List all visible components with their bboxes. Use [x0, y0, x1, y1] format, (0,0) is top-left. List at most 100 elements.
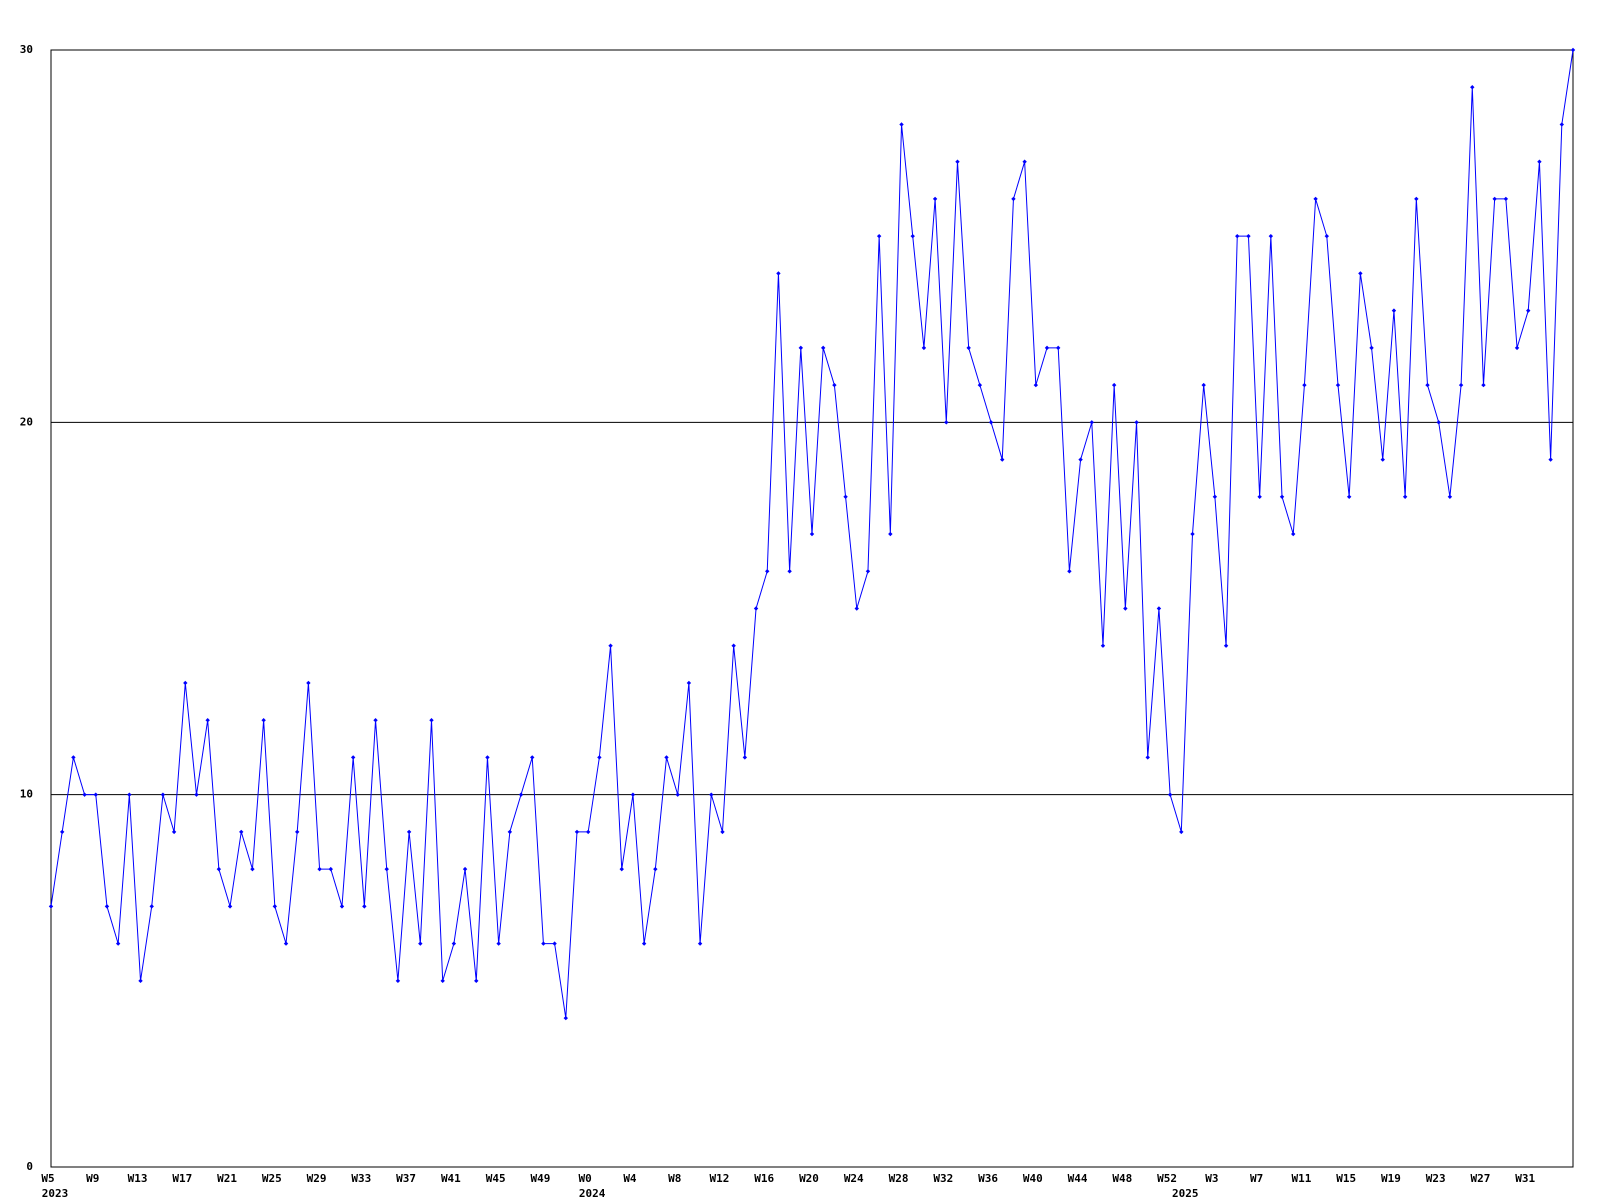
- x-tick-label: W36: [978, 1172, 998, 1185]
- data-point: [1425, 382, 1430, 388]
- data-point: [854, 606, 859, 611]
- x-tick-label: W49: [530, 1172, 550, 1185]
- x-tick-label: W29: [307, 1172, 327, 1185]
- data-point: [1167, 792, 1173, 797]
- data-point: [373, 718, 378, 723]
- data-point: [1201, 382, 1206, 388]
- data-point: [1190, 531, 1195, 537]
- data-point: [507, 829, 513, 835]
- data-point: [753, 606, 759, 611]
- data-point: [653, 866, 658, 872]
- x-tick-label: W3: [1205, 1172, 1218, 1185]
- data-point: [966, 345, 971, 351]
- x-tick-label: W0: [579, 1172, 592, 1185]
- x-tick-label: W16: [754, 1172, 774, 1185]
- data-point: [295, 829, 300, 835]
- data-point: [1223, 643, 1229, 648]
- x-tick-label: W48: [1112, 1172, 1132, 1185]
- data-point: [697, 941, 703, 946]
- data-point: [988, 420, 994, 425]
- data-point: [1044, 345, 1050, 351]
- x-tick-label: W45: [486, 1172, 506, 1185]
- x-tick-label: W13: [128, 1172, 148, 1185]
- data-point: [1145, 755, 1150, 760]
- data-point: [574, 829, 580, 835]
- data-point: [306, 680, 311, 686]
- data-point: [1246, 233, 1251, 239]
- data-point: [899, 122, 904, 127]
- y-tick-label: 30: [20, 43, 33, 56]
- data-point: [1111, 382, 1117, 388]
- data-point: [1100, 643, 1106, 648]
- x-tick-label: W17: [172, 1172, 192, 1185]
- data-point: [1067, 569, 1072, 574]
- data-point: [1559, 122, 1565, 127]
- x-tick-label: W12: [710, 1172, 730, 1185]
- x-tick-label: W19: [1381, 1172, 1401, 1185]
- data-point: [1335, 382, 1341, 388]
- data-point: [1324, 233, 1329, 239]
- data-point: [1346, 494, 1352, 499]
- x-tick-label: W9: [86, 1172, 99, 1185]
- data-point: [317, 866, 322, 872]
- data-point: [630, 792, 636, 797]
- data-point: [921, 345, 927, 351]
- data-point: [832, 382, 837, 388]
- data-point: [720, 829, 725, 835]
- data-point: [48, 904, 54, 909]
- data-point: [1369, 345, 1374, 351]
- data-point: [1380, 457, 1385, 462]
- data-point: [518, 792, 524, 797]
- year-label: 2023: [42, 1187, 69, 1200]
- data-point: [1514, 345, 1520, 351]
- x-tick-label: W20: [799, 1172, 819, 1185]
- data-point: [608, 643, 613, 648]
- data-point: [1447, 494, 1453, 499]
- data-point: [1033, 382, 1039, 388]
- data-point: [149, 904, 154, 909]
- data-point: [250, 866, 255, 872]
- data-point: [1156, 606, 1162, 611]
- x-tick-label: W15: [1336, 1172, 1356, 1185]
- data-point: [171, 829, 177, 835]
- x-tick-label: W44: [1068, 1172, 1088, 1185]
- data-point: [977, 382, 983, 388]
- data-point: [261, 718, 266, 723]
- data-point: [216, 866, 222, 872]
- data-point: [1481, 382, 1486, 388]
- data-point: [1302, 382, 1307, 388]
- data-point: [160, 792, 166, 797]
- data-point: [765, 569, 770, 574]
- y-tick-label: 10: [20, 788, 33, 801]
- data-point: [328, 866, 333, 872]
- year-label: 2024: [579, 1187, 606, 1200]
- data-point: [955, 159, 960, 164]
- data-point: [597, 755, 602, 760]
- data-point: [1000, 457, 1005, 462]
- data-point: [944, 420, 949, 425]
- data-point: [664, 755, 669, 760]
- x-tick-label: W32: [933, 1172, 953, 1185]
- data-point: [776, 271, 781, 276]
- x-tick-label: W41: [441, 1172, 461, 1185]
- data-point: [496, 941, 501, 946]
- data-point: [932, 196, 938, 202]
- data-point: [138, 978, 143, 984]
- data-point: [1391, 308, 1397, 313]
- data-point: [530, 755, 535, 760]
- x-tick-label: W25: [262, 1172, 282, 1185]
- year-label: 2025: [1172, 1187, 1199, 1200]
- data-point: [104, 904, 110, 909]
- data-point: [731, 643, 736, 648]
- x-tick-label: W21: [217, 1172, 237, 1185]
- data-point: [485, 755, 490, 760]
- data-point: [283, 941, 289, 946]
- data-point: [809, 531, 815, 537]
- data-point: [888, 531, 893, 537]
- data-point: [541, 941, 546, 946]
- x-tick-label: W27: [1471, 1172, 1491, 1185]
- data-point: [1470, 85, 1475, 90]
- data-point: [93, 792, 98, 797]
- y-tick-label: 20: [20, 415, 33, 428]
